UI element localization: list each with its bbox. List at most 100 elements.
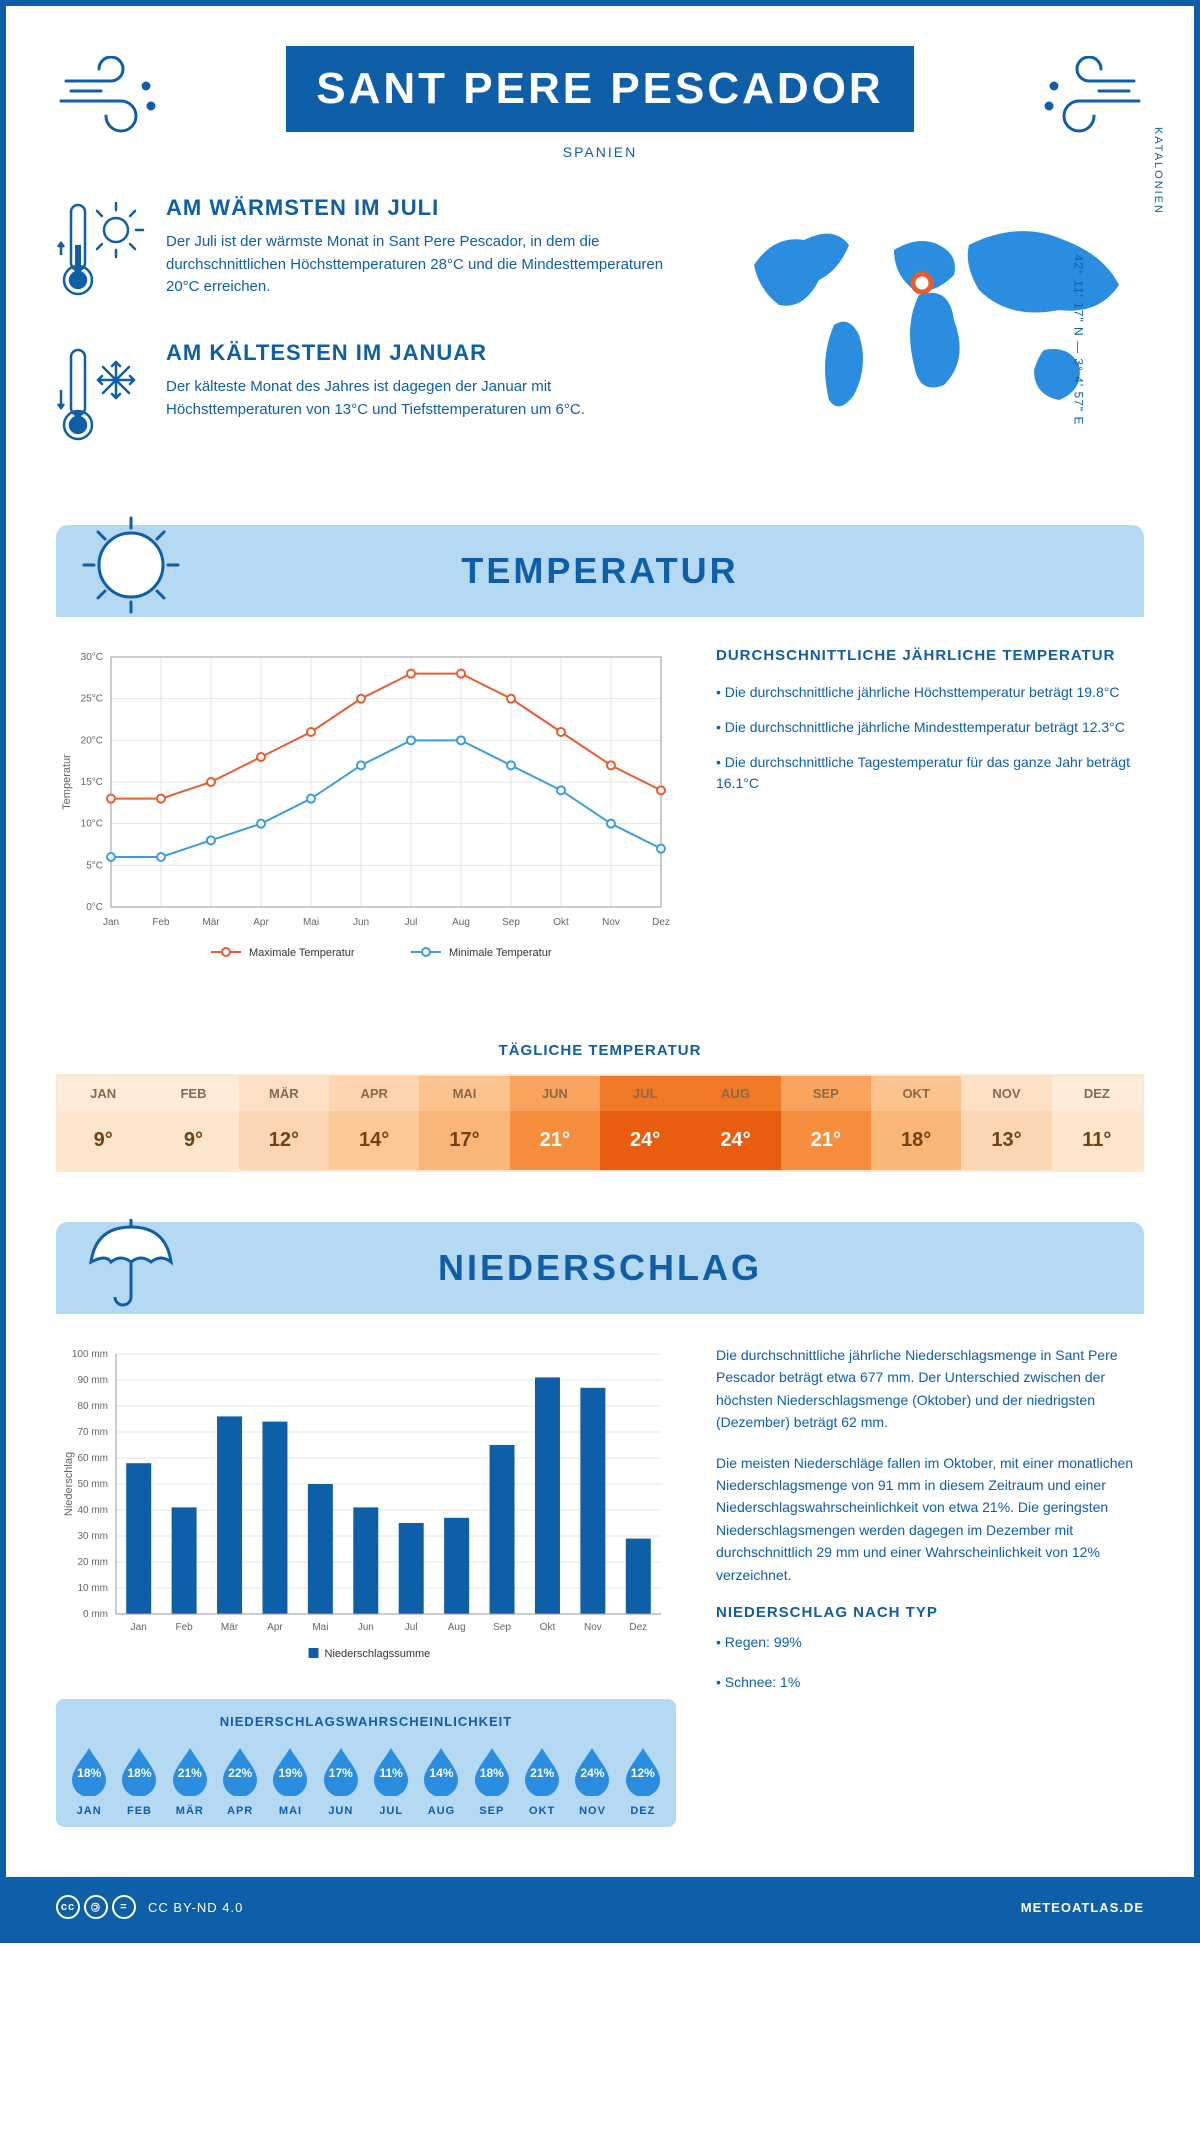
world-map: KATALONIEN 42° 11' 17" N — 3° 4' 57" E <box>724 195 1144 485</box>
temperature-info-line: • Die durchschnittliche jährliche Höchst… <box>716 682 1144 703</box>
svg-text:100 mm: 100 mm <box>72 1349 108 1360</box>
svg-text:Niederschlagssumme: Niederschlagssumme <box>325 1648 431 1660</box>
probability-drop: 18%FEB <box>116 1744 162 1817</box>
precipitation-info: Die durchschnittliche jährliche Niedersc… <box>716 1344 1144 1827</box>
svg-text:Sep: Sep <box>493 1622 511 1633</box>
svg-text:Jan: Jan <box>103 917 119 928</box>
svg-text:Okt: Okt <box>553 917 569 928</box>
svg-text:Mai: Mai <box>303 917 319 928</box>
region-label: KATALONIEN <box>1152 127 1164 215</box>
precipitation-type-line: • Schnee: 1% <box>716 1671 1144 1693</box>
svg-text:Jun: Jun <box>358 1622 374 1633</box>
warmest-text: Der Juli ist der wärmste Monat in Sant P… <box>166 231 684 299</box>
svg-text:Okt: Okt <box>540 1622 556 1633</box>
probability-drop: 21%OKT <box>519 1744 565 1817</box>
probability-title: NIEDERSCHLAGSWAHRSCHEINLICHKEIT <box>66 1714 666 1729</box>
svg-text:Jun: Jun <box>353 917 369 928</box>
svg-text:Aug: Aug <box>448 1622 466 1633</box>
svg-text:0°C: 0°C <box>86 902 103 913</box>
daily-temperature-table: JAN9°FEB9°MÄR12°APR14°MAI17°JUN21°JUL24°… <box>56 1074 1144 1172</box>
svg-text:Niederschlag: Niederschlag <box>63 1452 75 1516</box>
temperature-info-line: • Die durchschnittliche jährliche Mindes… <box>716 717 1144 738</box>
wind-icon <box>56 56 166 141</box>
daily-temp-cell: DEZ11° <box>1052 1076 1142 1170</box>
svg-text:Mär: Mär <box>221 1622 239 1633</box>
svg-text:Feb: Feb <box>176 1622 194 1633</box>
svg-text:Feb: Feb <box>152 917 170 928</box>
probability-drop: 21%MÄR <box>167 1744 213 1817</box>
probability-drop: 22%APR <box>217 1744 263 1817</box>
svg-text:Temperatur: Temperatur <box>61 754 73 810</box>
umbrella-icon <box>76 1207 186 1317</box>
country-label: SPANIEN <box>56 144 1144 160</box>
coordinates: 42° 11' 17" N — 3° 4' 57" E <box>1072 255 1086 426</box>
coldest-block: AM KÄLTESTEN IM JANUAR Der kälteste Mona… <box>56 340 684 455</box>
svg-text:50 mm: 50 mm <box>77 1479 108 1490</box>
daily-temp-cell: SEP21° <box>781 1076 871 1170</box>
daily-temp-cell: JAN9° <box>58 1076 148 1170</box>
daily-temp-cell: NOV13° <box>961 1076 1051 1170</box>
probability-drop: 14%AUG <box>418 1744 464 1817</box>
cc-icons: cc 🄯 = <box>56 1895 136 1919</box>
svg-text:15°C: 15°C <box>81 777 103 788</box>
svg-text:Dez: Dez <box>629 1622 647 1633</box>
svg-text:Maximale Temperatur: Maximale Temperatur <box>249 947 355 959</box>
precipitation-text-1: Die durchschnittliche jährliche Niedersc… <box>716 1344 1144 1434</box>
daily-temperature-title: TÄGLICHE TEMPERATUR <box>56 1042 1144 1059</box>
svg-text:Apr: Apr <box>267 1622 283 1633</box>
svg-text:20 mm: 20 mm <box>77 1557 108 1568</box>
probability-drop: 12%DEZ <box>620 1744 666 1817</box>
svg-text:Jul: Jul <box>405 1622 418 1633</box>
precipitation-bar-chart: 0 mm 10 mm 20 mm 30 mm 40 mm 50 mm 60 mm 70 mm 8… <box>56 1344 676 1679</box>
svg-text:60 mm: 60 mm <box>77 1453 108 1464</box>
svg-text:Aug: Aug <box>452 917 470 928</box>
svg-text:5°C: 5°C <box>86 860 103 871</box>
precipitation-type-line: • Regen: 99% <box>716 1631 1144 1653</box>
page-footer: cc 🄯 = CC BY-ND 4.0 METEOATLAS.DE <box>6 1877 1194 1937</box>
page-title: SANT PERE PESCADOR <box>286 46 913 132</box>
svg-text:Jul: Jul <box>405 917 418 928</box>
svg-text:80 mm: 80 mm <box>77 1401 108 1412</box>
svg-text:Dez: Dez <box>652 917 670 928</box>
thermometer-sun-icon <box>56 195 146 310</box>
svg-text:Nov: Nov <box>584 1622 602 1633</box>
cc-nd-icon: = <box>112 1895 136 1919</box>
wind-icon <box>1034 56 1144 141</box>
svg-text:20°C: 20°C <box>81 735 103 746</box>
probability-drop: 18%SEP <box>469 1744 515 1817</box>
svg-text:30°C: 30°C <box>81 652 103 663</box>
probability-drop: 19%MAI <box>267 1744 313 1817</box>
precipitation-probability-box: NIEDERSCHLAGSWAHRSCHEINLICHKEIT 18%JAN18… <box>56 1699 676 1827</box>
svg-text:Sep: Sep <box>502 917 520 928</box>
page-header: SANT PERE PESCADOR SPANIEN <box>56 46 1144 160</box>
svg-text:0 mm: 0 mm <box>83 1609 108 1620</box>
precipitation-type-title: NIEDERSCHLAG NACH TYP <box>716 1604 1144 1621</box>
sun-icon <box>76 510 186 620</box>
svg-text:Nov: Nov <box>602 917 620 928</box>
summary-row: AM WÄRMSTEN IM JULI Der Juli ist der wär… <box>56 195 1144 485</box>
cc-by-icon: 🄯 <box>84 1895 108 1919</box>
svg-text:70 mm: 70 mm <box>77 1427 108 1438</box>
thermometer-snow-icon <box>56 340 146 455</box>
precipitation-text-2: Die meisten Niederschläge fallen im Okto… <box>716 1452 1144 1586</box>
svg-text:30 mm: 30 mm <box>77 1531 108 1542</box>
warmest-title: AM WÄRMSTEN IM JULI <box>166 195 684 221</box>
temperature-section-header: TEMPERATUR <box>56 525 1144 617</box>
precipitation-title: NIEDERSCHLAG <box>86 1247 1114 1289</box>
probability-drop: 18%JAN <box>66 1744 112 1817</box>
daily-temp-cell: FEB9° <box>148 1076 238 1170</box>
temperature-info: DURCHSCHNITTLICHE JÄHRLICHE TEMPERATUR •… <box>716 647 1144 1012</box>
daily-temp-cell: MÄR12° <box>239 1076 329 1170</box>
temperature-title: TEMPERATUR <box>86 550 1114 592</box>
daily-temp-cell: AUG24° <box>690 1076 780 1170</box>
probability-drop: 24%NOV <box>569 1744 615 1817</box>
svg-text:25°C: 25°C <box>81 694 103 705</box>
svg-text:Mai: Mai <box>312 1622 328 1633</box>
svg-text:10 mm: 10 mm <box>77 1583 108 1594</box>
daily-temp-cell: JUN21° <box>510 1076 600 1170</box>
svg-text:Minimale Temperatur: Minimale Temperatur <box>449 947 552 959</box>
svg-text:Mär: Mär <box>202 917 220 928</box>
svg-text:Jan: Jan <box>131 1622 147 1633</box>
svg-text:40 mm: 40 mm <box>77 1505 108 1516</box>
coldest-text: Der kälteste Monat des Jahres ist dagege… <box>166 376 684 421</box>
